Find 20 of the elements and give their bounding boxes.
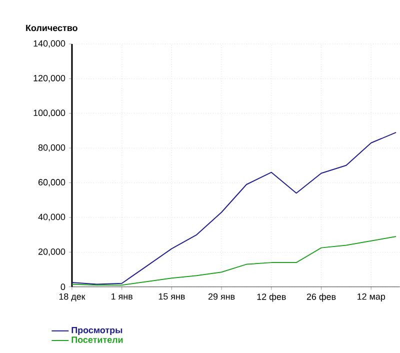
y-tick-label: 0 xyxy=(60,284,66,290)
line-series xyxy=(71,236,397,286)
y-tick-label: 80,000 xyxy=(38,144,66,152)
y-tick-label: 20,000 xyxy=(38,248,66,256)
x-tick-label: 15 янв xyxy=(158,293,185,300)
legend-label: Посетители xyxy=(72,336,123,344)
y-tick-label: 40,000 xyxy=(38,214,66,222)
legend-label: Просмотры xyxy=(72,327,122,336)
line-series xyxy=(71,132,397,285)
x-tick-label: 18 дек xyxy=(59,293,86,302)
y-tick-label: 120,000 xyxy=(34,75,66,82)
y-tick-label: 100,000 xyxy=(34,110,66,118)
x-tick-label: 29 янв xyxy=(208,293,235,300)
x-tick-label: 12 фев xyxy=(257,293,286,302)
y-axis-title: Количество xyxy=(26,24,78,32)
y-tick-label: 140,000 xyxy=(34,40,66,48)
x-tick-label: 26 фев xyxy=(306,293,336,302)
x-tick-label: 12 мар xyxy=(358,293,386,302)
x-tick-label: 1 янв xyxy=(112,293,132,300)
y-tick-label: 60,000 xyxy=(38,179,66,187)
